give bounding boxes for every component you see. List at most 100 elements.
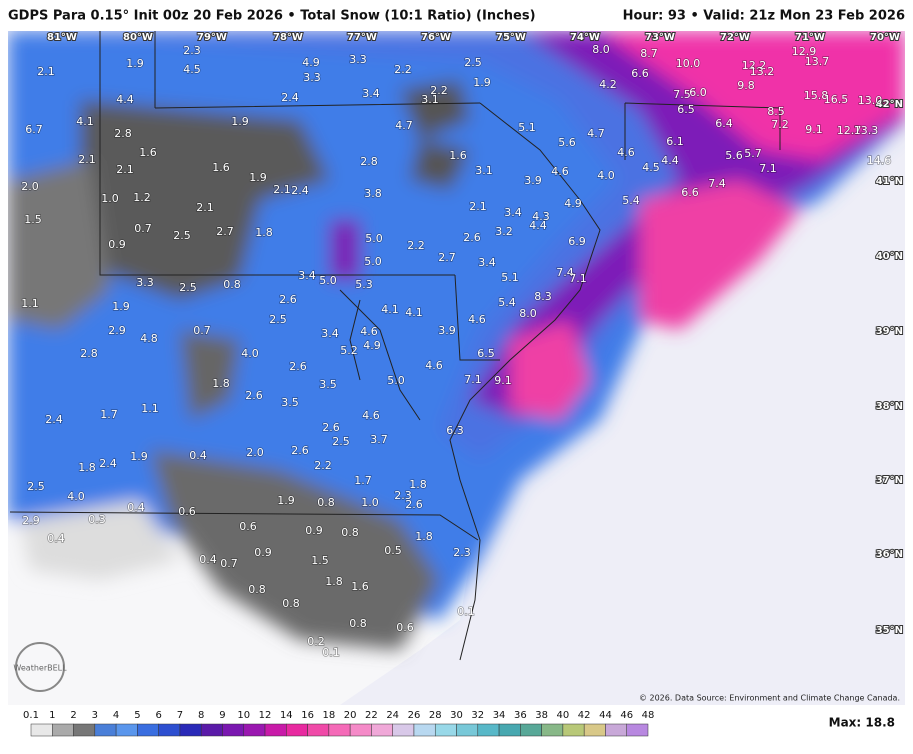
snow-amount: 3.3 xyxy=(136,276,154,289)
snow-amount: 12.2 xyxy=(742,59,767,72)
snow-amount: 4.7 xyxy=(395,119,413,132)
header-valid: Hour: 93 • Valid: 21z Mon 23 Feb 2026 xyxy=(623,9,905,24)
snow-amount: 2.7 xyxy=(438,251,456,264)
graticule-labels: 81°W 80°W 79°W 78°W 77°W 76°W 75°W 74°W 73°W 72°W… xyxy=(46,31,904,637)
snow-amount: 1.9 xyxy=(277,494,295,507)
snow-amount: 1.2 xyxy=(133,191,151,204)
snow-amount: 2.6 xyxy=(279,293,297,306)
snow-amount: 16.5 xyxy=(824,93,849,106)
snow-amount: 0.4 xyxy=(189,449,207,462)
colorbar-swatch xyxy=(30,723,53,737)
snow-amount: 1.6 xyxy=(449,149,467,162)
colorbar-label: 12 xyxy=(259,710,272,721)
snow-amount: 1.9 xyxy=(249,171,267,184)
snow-amount: 2.2 xyxy=(314,459,332,472)
colorbar-swatch xyxy=(626,723,649,737)
snow-amount: 6.1 xyxy=(666,135,684,148)
snow-amount: 2.3 xyxy=(394,489,412,502)
header-title: GDPS Para 0.15° Init 00z 20 Feb 2026 • T… xyxy=(8,9,536,24)
snow-amount: 2.3 xyxy=(183,44,201,57)
colorbar-swatch xyxy=(392,723,415,737)
snow-amount: 3.9 xyxy=(524,174,542,187)
snow-amount: 1.5 xyxy=(24,213,42,226)
snow-amount: 2.4 xyxy=(291,184,309,197)
snow-amount: 3.4 xyxy=(478,256,496,269)
snow-amount: 6.6 xyxy=(631,67,649,80)
snow-amount: 15.8 xyxy=(804,89,829,102)
snow-amount: 0.7 xyxy=(193,324,211,337)
snow-amount: 7.2 xyxy=(771,118,789,131)
snow-amount: 7.5 xyxy=(673,88,691,101)
snow-amount: 1.6 xyxy=(139,146,157,159)
snow-amount: 0.9 xyxy=(254,546,272,559)
snow-amount: 5.1 xyxy=(501,271,519,284)
snow-amount: 1.8 xyxy=(212,377,230,390)
snow-amount: 0.9 xyxy=(305,524,323,537)
longitude-label: 73°W xyxy=(645,32,675,43)
snow-amount: 2.5 xyxy=(27,480,45,493)
snow-amount: 0.8 xyxy=(282,597,300,610)
colorbar-swatch xyxy=(371,723,393,737)
snow-amount: 5.3 xyxy=(355,278,373,291)
snow-amount: 2.6 xyxy=(245,389,263,402)
logo: WeatherBELL xyxy=(13,642,67,692)
snow-amount: 1.0 xyxy=(361,496,379,509)
colorbar-label: 44 xyxy=(599,710,612,721)
colorbar-label: 46 xyxy=(620,710,633,721)
snow-amount: 3.9 xyxy=(438,324,456,337)
snow-amount: 1.1 xyxy=(141,402,159,415)
snow-amount: 3.3 xyxy=(303,71,321,84)
snow-amount: 0.8 xyxy=(341,526,359,539)
snow-amount: 0.9 xyxy=(108,238,126,251)
longitude-label: 79°W xyxy=(197,32,227,43)
colorbar-swatch xyxy=(243,723,266,737)
snow-amount: 1.8 xyxy=(409,478,427,491)
snow-amount: 2.1 xyxy=(116,163,134,176)
snow-amount: 3.3 xyxy=(349,53,367,66)
colorbar-label: 16 xyxy=(301,710,314,721)
snow-amount: 6.6 xyxy=(681,186,699,199)
snow-amount: 3.4 xyxy=(362,87,380,100)
snow-amount: 5.1 xyxy=(518,121,536,134)
snow-amount: 4.7 xyxy=(587,127,605,140)
snow-amount: 2.0 xyxy=(21,180,39,193)
snow-amount: 4.5 xyxy=(642,161,660,174)
snow-amount: 2.5 xyxy=(173,229,191,242)
snow-amount: 1.6 xyxy=(351,580,369,593)
snow-amount: 4.6 xyxy=(468,313,486,326)
snow-amount: 7.1 xyxy=(464,373,482,386)
snow-amount: 2.1 xyxy=(78,153,96,166)
snow-amount: 5.0 xyxy=(387,374,405,387)
snow-amount: 6.7 xyxy=(25,123,43,136)
snow-amount: 4.6 xyxy=(362,409,380,422)
snow-amount: 2.2 xyxy=(407,239,425,252)
snow-amount: 2.8 xyxy=(114,127,132,140)
snow-amount: 2.1 xyxy=(196,201,214,214)
colorbar-label: 8 xyxy=(198,710,204,721)
longitude-label: 75°W xyxy=(496,32,526,43)
colorbar-label: 42 xyxy=(578,710,591,721)
snow-amount: 2.5 xyxy=(464,56,482,69)
snow-amount: 0.6 xyxy=(396,621,414,634)
colorbar-label: 32 xyxy=(471,710,484,721)
snow-amount: 4.3 xyxy=(532,210,550,223)
snow-amount: 5.0 xyxy=(319,274,337,287)
snow-amount: 8.7 xyxy=(640,47,658,60)
latitude-label: 41°N xyxy=(876,176,903,187)
longitude-label: 78°W xyxy=(273,32,303,43)
colorbar-swatch xyxy=(200,723,223,737)
snow-amount: 12.7 xyxy=(837,124,862,137)
snow-amount: 2.1 xyxy=(273,183,291,196)
snow-amount: 0.8 xyxy=(223,278,241,291)
colorbar-swatch xyxy=(498,723,521,737)
colorbar-swatch xyxy=(52,723,74,737)
snow-amount: 4.0 xyxy=(67,490,85,503)
snow-amount: 1.8 xyxy=(78,461,96,474)
snow-amount: 1.1 xyxy=(21,297,39,310)
colorbar-swatch xyxy=(179,723,202,737)
snow-amount: 5.4 xyxy=(622,194,640,207)
snow-amount: 4.2 xyxy=(599,78,617,91)
longitude-label: 72°W xyxy=(720,32,750,43)
snow-amount: 3.1 xyxy=(421,93,439,106)
snow-amount: 2.6 xyxy=(463,231,481,244)
